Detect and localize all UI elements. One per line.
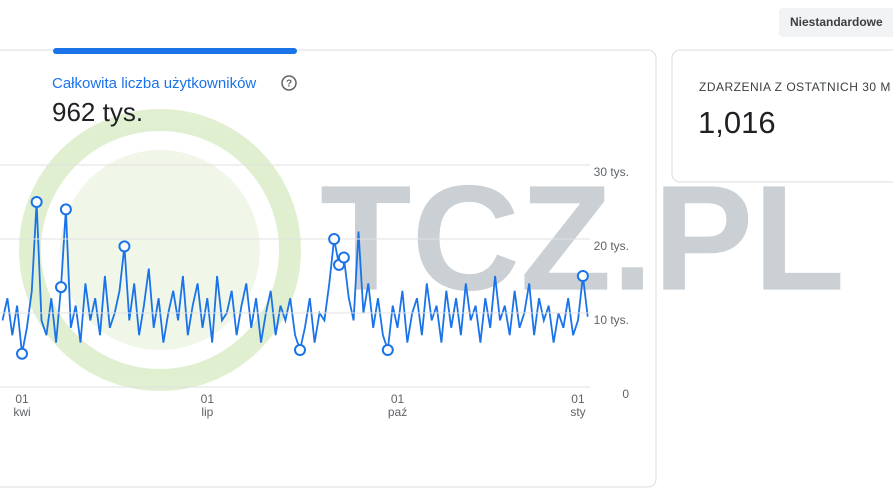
anomaly-marker — [30, 196, 43, 208]
y-tick-label: 0 — [622, 387, 629, 401]
watermark-logo — [19, 109, 301, 391]
users-label: Całkowita liczba użytkowników — [52, 75, 256, 92]
y-tick-label: 10 tys. — [594, 313, 629, 327]
users-value: 962 tys. — [52, 97, 143, 127]
data-line — [1, 201, 589, 354]
anomaly-marker — [118, 240, 131, 253]
events-card — [671, 49, 893, 183]
anomaly-marker — [59, 203, 72, 216]
help-icon-text[interactable]: ? — [286, 79, 292, 90]
anomaly-marker — [16, 347, 29, 360]
y-tick-label: 20 tys. — [594, 239, 629, 253]
active-tab — [53, 48, 297, 54]
x-tick-label: 01 kwi — [13, 392, 31, 419]
x-tick-label: 01 lip — [200, 392, 214, 419]
custom-button[interactable]: Niestandardowe — [790, 15, 883, 29]
anomaly-marker — [55, 281, 68, 294]
anomaly-marker — [293, 344, 306, 356]
events-label: ZDARZENIA Z OSTATNICH 30 M — [699, 80, 891, 94]
x-tick-label: 01 paź — [387, 392, 408, 419]
y-tick-label: 30 tys. — [594, 165, 629, 179]
anomaly-marker — [381, 344, 394, 356]
users-card — [0, 49, 657, 488]
anomaly-marker — [576, 270, 589, 282]
button-bg[interactable] — [779, 8, 893, 37]
anomaly-marker — [328, 233, 341, 245]
events-value: 1,016 — [698, 105, 776, 140]
x-tick-label: 01 sty — [570, 392, 586, 419]
anomaly-marker — [337, 251, 350, 264]
help-icon[interactable] — [281, 75, 297, 91]
